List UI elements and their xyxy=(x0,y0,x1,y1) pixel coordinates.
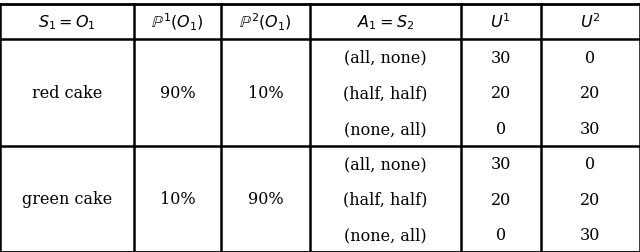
Text: $A_1 = S_2$: $A_1 = S_2$ xyxy=(357,13,414,32)
Text: $U^2$: $U^2$ xyxy=(580,13,601,32)
Text: 20: 20 xyxy=(491,191,511,208)
Text: 0: 0 xyxy=(496,226,506,243)
Text: 0: 0 xyxy=(586,50,595,67)
Text: $U^1$: $U^1$ xyxy=(490,13,511,32)
Text: 0: 0 xyxy=(496,120,506,138)
Text: 90%: 90% xyxy=(160,85,195,102)
Text: 10%: 10% xyxy=(248,85,284,102)
Text: 20: 20 xyxy=(580,85,600,102)
Text: (half, half): (half, half) xyxy=(344,191,428,208)
Text: $S_1 = O_1$: $S_1 = O_1$ xyxy=(38,13,96,32)
Text: 0: 0 xyxy=(586,155,595,172)
Text: 10%: 10% xyxy=(160,191,195,208)
Text: (all, none): (all, none) xyxy=(344,50,427,67)
Text: (half, half): (half, half) xyxy=(344,85,428,102)
Text: $\mathbb{P}^1(O_1)$: $\mathbb{P}^1(O_1)$ xyxy=(151,12,204,33)
Text: (none, all): (none, all) xyxy=(344,226,427,243)
Text: 90%: 90% xyxy=(248,191,284,208)
Text: 30: 30 xyxy=(491,155,511,172)
Text: $\mathbb{P}^2(O_1)$: $\mathbb{P}^2(O_1)$ xyxy=(239,12,292,33)
Text: 20: 20 xyxy=(580,191,600,208)
Text: 20: 20 xyxy=(491,85,511,102)
Text: red cake: red cake xyxy=(32,85,102,102)
Text: 30: 30 xyxy=(580,120,600,138)
Text: (all, none): (all, none) xyxy=(344,155,427,172)
Text: (none, all): (none, all) xyxy=(344,120,427,138)
Text: green cake: green cake xyxy=(22,191,113,208)
Text: 30: 30 xyxy=(580,226,600,243)
Text: 30: 30 xyxy=(491,50,511,67)
